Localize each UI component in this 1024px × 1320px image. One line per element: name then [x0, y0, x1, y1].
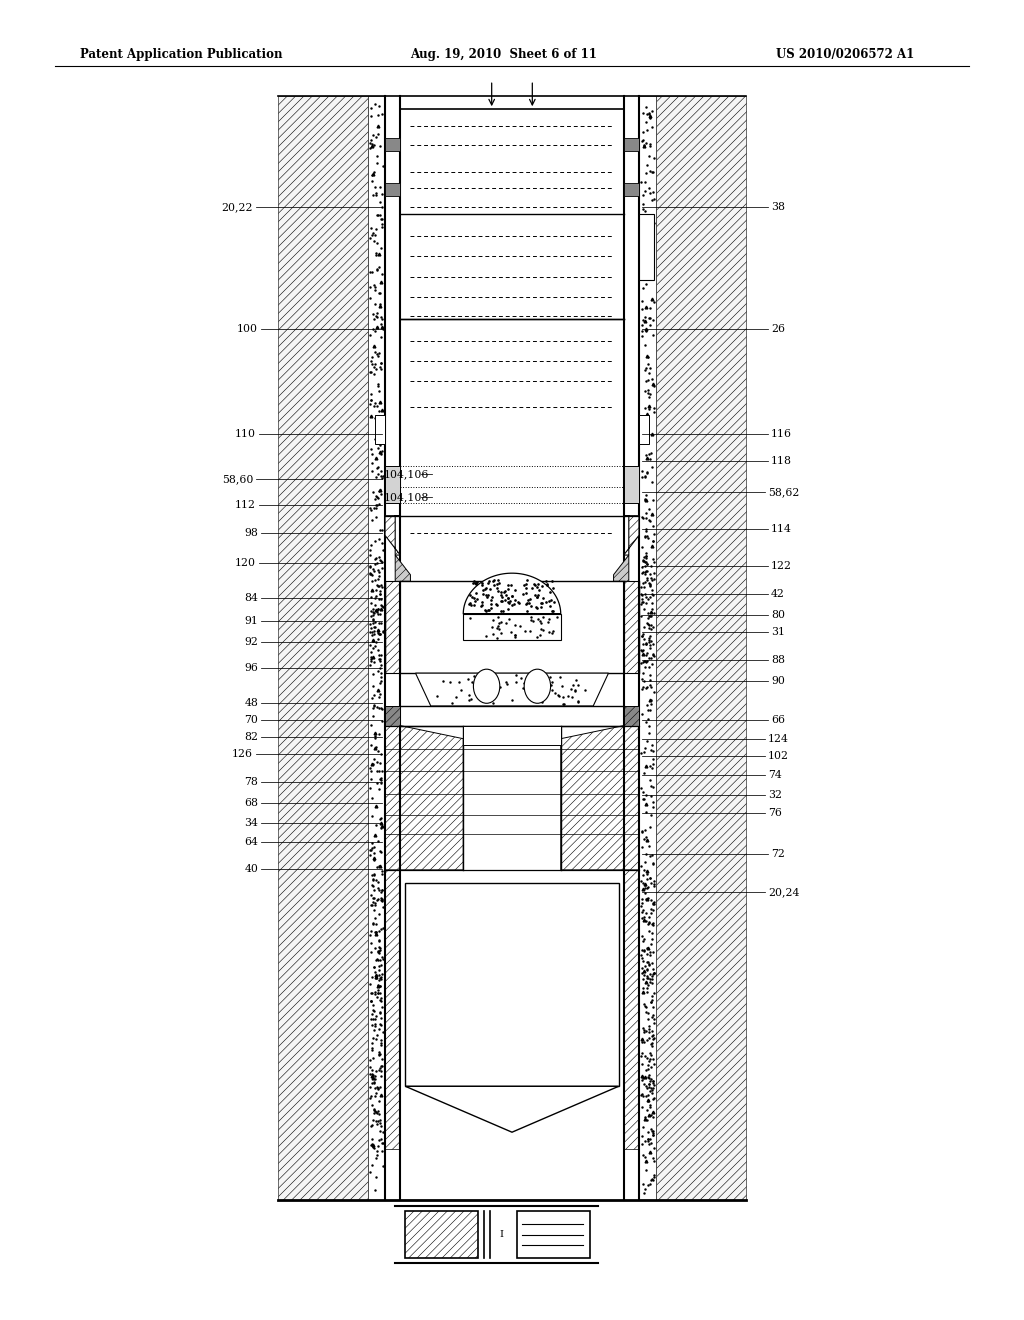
Bar — [385, 182, 400, 195]
Text: 31: 31 — [771, 627, 785, 638]
Bar — [639, 214, 654, 280]
Polygon shape — [624, 581, 639, 673]
Bar — [624, 466, 639, 503]
Text: Patent Application Publication: Patent Application Publication — [80, 48, 283, 61]
Text: 98: 98 — [244, 528, 258, 537]
Polygon shape — [385, 516, 400, 556]
Text: 20,24: 20,24 — [768, 887, 800, 898]
Polygon shape — [624, 706, 639, 726]
Bar — [406, 1210, 478, 1258]
Polygon shape — [385, 870, 400, 1150]
Polygon shape — [385, 726, 463, 870]
Bar — [385, 466, 400, 503]
Text: 78: 78 — [244, 777, 258, 787]
Text: 72: 72 — [771, 849, 784, 859]
Bar — [375, 414, 385, 444]
Bar — [624, 139, 639, 150]
Polygon shape — [406, 1086, 618, 1133]
Text: 88: 88 — [771, 655, 785, 665]
Polygon shape — [624, 870, 639, 1150]
Text: 58,60: 58,60 — [221, 474, 253, 484]
Polygon shape — [561, 726, 639, 870]
Text: 84: 84 — [244, 594, 258, 603]
Text: 34: 34 — [244, 817, 258, 828]
Text: 64: 64 — [244, 837, 258, 847]
Circle shape — [524, 669, 551, 704]
Polygon shape — [416, 673, 608, 706]
Text: 32: 32 — [768, 791, 782, 800]
Bar — [385, 139, 400, 150]
Bar — [639, 414, 649, 444]
Text: 76: 76 — [768, 808, 781, 818]
Polygon shape — [463, 573, 561, 614]
Text: 92: 92 — [244, 636, 258, 647]
Text: 112: 112 — [236, 500, 256, 511]
Text: 100: 100 — [238, 325, 258, 334]
Polygon shape — [395, 556, 411, 581]
Polygon shape — [624, 516, 639, 556]
Text: 20,22: 20,22 — [221, 202, 253, 213]
Text: 74: 74 — [768, 771, 781, 780]
Text: I: I — [500, 1230, 504, 1239]
Text: 104,106: 104,106 — [383, 469, 429, 479]
Bar — [279, 96, 368, 1200]
Text: 122: 122 — [771, 561, 792, 570]
Text: 102: 102 — [768, 751, 788, 760]
Text: 110: 110 — [236, 429, 256, 440]
Polygon shape — [385, 706, 400, 726]
Polygon shape — [613, 556, 629, 581]
Text: 116: 116 — [771, 429, 792, 440]
Text: 120: 120 — [236, 558, 256, 568]
Text: 26: 26 — [771, 325, 785, 334]
Text: 48: 48 — [244, 698, 258, 709]
Bar — [656, 96, 745, 1200]
Bar — [624, 182, 639, 195]
Circle shape — [473, 669, 500, 704]
Text: 126: 126 — [232, 750, 253, 759]
Text: 40: 40 — [244, 863, 258, 874]
Text: 58,62: 58,62 — [768, 487, 800, 498]
Text: 104,108: 104,108 — [383, 492, 429, 503]
Text: 124: 124 — [768, 734, 788, 743]
Text: Aug. 19, 2010  Sheet 6 of 11: Aug. 19, 2010 Sheet 6 of 11 — [411, 48, 597, 61]
Bar — [463, 614, 561, 640]
Bar — [406, 883, 618, 1086]
Bar — [517, 1210, 590, 1258]
Text: 42: 42 — [771, 590, 784, 599]
Text: 80: 80 — [771, 610, 785, 620]
Text: 114: 114 — [771, 524, 792, 533]
Bar — [463, 726, 561, 746]
Polygon shape — [385, 581, 400, 673]
Bar — [368, 96, 385, 1200]
Text: 118: 118 — [771, 455, 792, 466]
Text: US 2010/0206572 A1: US 2010/0206572 A1 — [776, 48, 914, 61]
Text: 82: 82 — [244, 733, 258, 742]
Bar — [639, 96, 656, 1200]
Text: 38: 38 — [771, 202, 785, 213]
Text: 66: 66 — [771, 715, 785, 725]
Text: 91: 91 — [244, 615, 258, 626]
Text: 90: 90 — [771, 676, 784, 686]
Text: 70: 70 — [244, 715, 258, 725]
Text: 96: 96 — [244, 663, 258, 673]
Text: 68: 68 — [244, 799, 258, 808]
